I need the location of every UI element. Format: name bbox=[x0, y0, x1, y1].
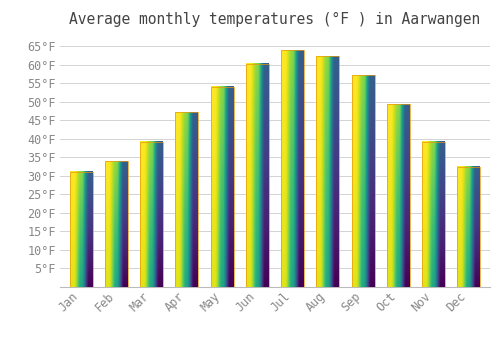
Title: Average monthly temperatures (°F ) in Aarwangen: Average monthly temperatures (°F ) in Aa… bbox=[70, 12, 480, 27]
Bar bbox=[422, 142, 445, 287]
Bar bbox=[70, 172, 92, 287]
Bar bbox=[210, 87, 234, 287]
Bar bbox=[458, 167, 480, 287]
Bar bbox=[246, 64, 269, 287]
Bar bbox=[176, 112, 199, 287]
Bar bbox=[387, 104, 410, 287]
Bar bbox=[352, 75, 374, 287]
Bar bbox=[281, 50, 304, 287]
Bar bbox=[105, 161, 128, 287]
Bar bbox=[140, 142, 163, 287]
Bar bbox=[316, 56, 340, 287]
